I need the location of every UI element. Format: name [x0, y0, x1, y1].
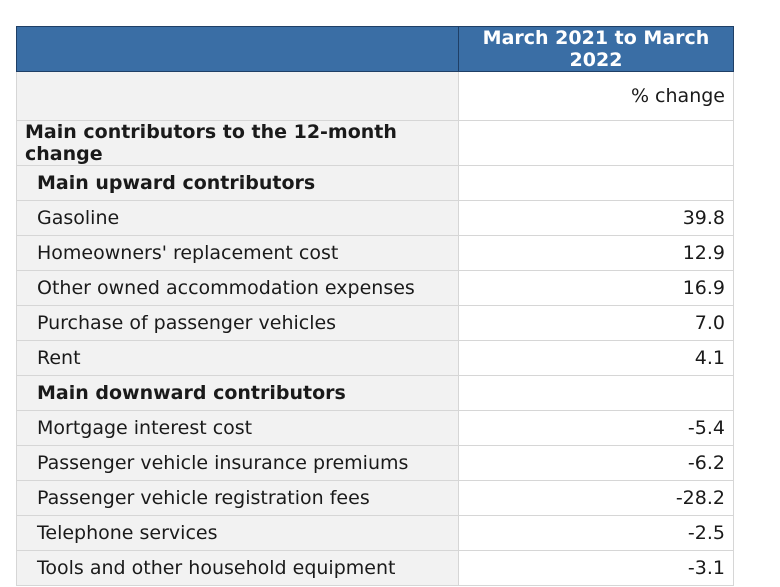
row-value	[458, 120, 734, 166]
column-header: March 2021 to March 2022	[458, 26, 734, 72]
row-label: Other owned accommodation expenses	[16, 270, 459, 306]
table-row: Main contributors to the 12-month change	[16, 120, 734, 166]
row-value	[458, 375, 734, 411]
table-row: Rent 4.1	[16, 340, 734, 376]
row-label: Main upward contributors	[16, 165, 459, 201]
row-value: 7.0	[458, 305, 734, 341]
row-label: Homeowners' replacement cost	[16, 235, 459, 271]
row-value: 16.9	[458, 270, 734, 306]
unit-label: % change	[458, 71, 734, 121]
header-row: March 2021 to March 2022	[16, 26, 734, 72]
row-label: Passenger vehicle insurance premiums	[16, 445, 459, 481]
table-row: Homeowners' replacement cost 12.9	[16, 235, 734, 271]
cpi-contributors-table: March 2021 to March 2022 % change Main c…	[16, 26, 734, 586]
unit-stub-cell	[16, 71, 459, 121]
table-row: Gasoline 39.8	[16, 200, 734, 236]
table-row: Telephone services -2.5	[16, 515, 734, 551]
row-value: -6.2	[458, 445, 734, 481]
table-row: Mortgage interest cost -5.4	[16, 410, 734, 446]
table-row: Other owned accommodation expenses 16.9	[16, 270, 734, 306]
row-label: Main downward contributors	[16, 375, 459, 411]
row-label: Mortgage interest cost	[16, 410, 459, 446]
table-row: Tools and other household equipment -3.1	[16, 550, 734, 586]
table-row: Passenger vehicle insurance premiums -6.…	[16, 445, 734, 481]
row-value	[458, 165, 734, 201]
row-label: Tools and other household equipment	[16, 550, 459, 586]
row-value: 12.9	[458, 235, 734, 271]
row-value: 39.8	[458, 200, 734, 236]
row-value: -3.1	[458, 550, 734, 586]
header-stub-cell	[16, 26, 459, 72]
row-label: Passenger vehicle registration fees	[16, 480, 459, 516]
row-value: -5.4	[458, 410, 734, 446]
unit-row: % change	[16, 71, 734, 121]
row-label: Main contributors to the 12-month change	[16, 120, 459, 166]
table-row: Passenger vehicle registration fees -28.…	[16, 480, 734, 516]
row-label: Gasoline	[16, 200, 459, 236]
table-row: Main upward contributors	[16, 165, 734, 201]
table-row: Purchase of passenger vehicles 7.0	[16, 305, 734, 341]
row-value: -2.5	[458, 515, 734, 551]
row-value: 4.1	[458, 340, 734, 376]
row-label: Telephone services	[16, 515, 459, 551]
table-row: Main downward contributors	[16, 375, 734, 411]
row-value: -28.2	[458, 480, 734, 516]
table-container: March 2021 to March 2022 % change Main c…	[16, 26, 734, 586]
row-label: Purchase of passenger vehicles	[16, 305, 459, 341]
row-label: Rent	[16, 340, 459, 376]
